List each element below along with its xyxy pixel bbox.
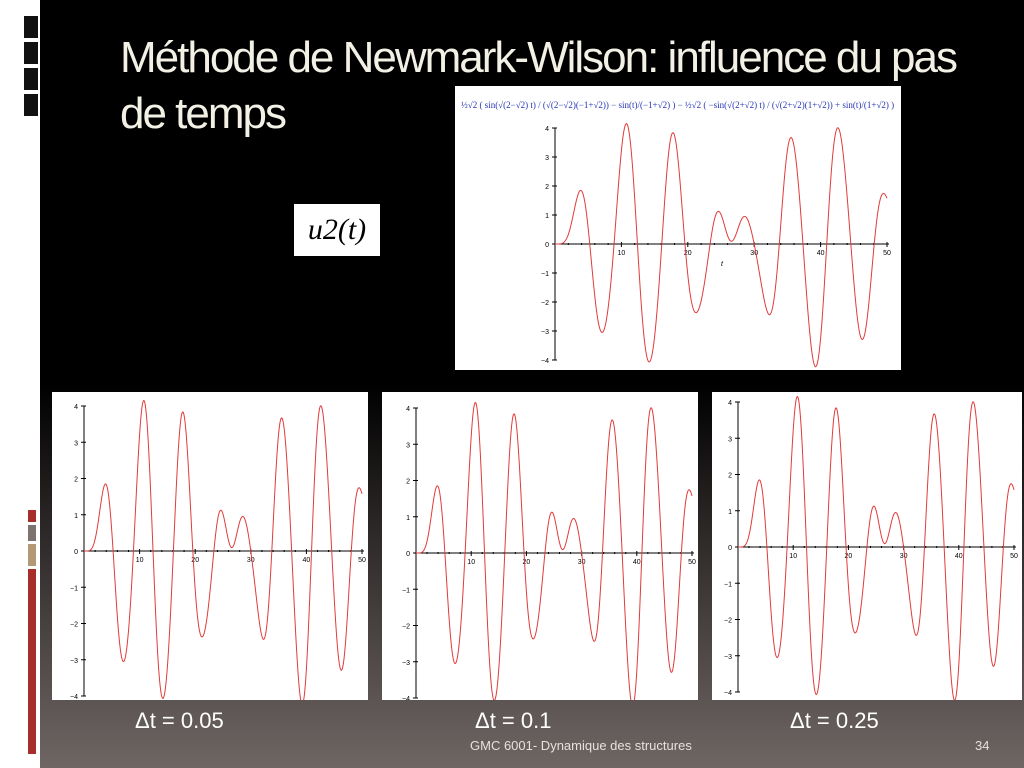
- analytic-chart: −4 −3 −2 −1 0 1 2 3 4 10 20 30 40 50 t: [541, 123, 891, 368]
- response-curve: [416, 401, 693, 707]
- x-tick-label: 10: [136, 557, 144, 564]
- y-tick-label: −2: [724, 618, 732, 625]
- y-tick-label: −4: [724, 690, 732, 697]
- y-tick-label: −2: [70, 622, 78, 629]
- y-tick-label: 0: [74, 549, 78, 556]
- plot-dt-01: −4 −3 −2 −1 0 1 2 3 4 10 20 30 40 50: [382, 392, 698, 707]
- y-tick-label: 1: [406, 515, 410, 522]
- footer-page-number: 34: [975, 738, 990, 753]
- response-curve: [738, 395, 1015, 701]
- chart-dt-025: −4 −3 −2 −1 0 1 2 3 4 10 20 30 40 50: [724, 395, 1018, 701]
- y-tick-label: 1: [74, 513, 78, 520]
- y-tick-label: 4: [74, 404, 78, 411]
- slide-thumbnails-icon: [24, 16, 38, 116]
- y-tick-label: −1: [724, 581, 732, 588]
- y-tick-label: 4: [728, 400, 732, 407]
- y-tick-label: 4: [545, 126, 549, 133]
- y-tick-label: 3: [545, 155, 549, 162]
- x-tick-label: 50: [883, 250, 891, 257]
- y-tick-label: −3: [402, 660, 410, 667]
- y-tick-label: −3: [724, 654, 732, 661]
- slide-title: Méthode de Newmark-Wilson: influence du …: [120, 33, 958, 138]
- caption-dt-005: Δt = 0.05: [135, 708, 224, 733]
- x-tick-label: 20: [684, 250, 692, 257]
- x-tick-label: 30: [578, 559, 586, 566]
- formula-text: ½√2 ( sin(√(2−√2) t) / (√(2−√2)(−1+√2)) …: [461, 100, 895, 110]
- x-tick-label: 50: [358, 557, 366, 564]
- footer-course: GMC 6001- Dynamique des structures: [470, 738, 692, 753]
- y-tick-label: 0: [728, 545, 732, 552]
- y-tick-label: 1: [728, 509, 732, 516]
- analytic-plot: ½√2 ( sin(√(2−√2) t) / (√(2−√2)(−1+√2)) …: [455, 86, 901, 370]
- y-tick-label: 0: [406, 551, 410, 558]
- x-tick-label: 40: [633, 559, 641, 566]
- response-curve: [555, 123, 888, 368]
- plot-dt-005: −4 −3 −2 −1 0 1 2 3 4 10 20 30 40 50: [52, 392, 368, 705]
- y-tick-label: 1: [545, 213, 549, 220]
- x-tick-label: 40: [955, 553, 963, 560]
- x-tick-label: 20: [191, 557, 199, 564]
- x-tick-label: 10: [467, 559, 475, 566]
- y-tick-label: 3: [406, 442, 410, 449]
- x-tick-label: 40: [303, 557, 311, 564]
- plot-dt-025: −4 −3 −2 −1 0 1 2 3 4 10 20 30 40 50: [712, 392, 1022, 701]
- caption-dt-01: Δt = 0.1: [475, 708, 552, 733]
- y-tick-label: 4: [406, 406, 410, 413]
- y-tick-label: −2: [402, 624, 410, 631]
- formula-label: u2(t): [294, 204, 380, 256]
- y-tick-label: −1: [541, 271, 549, 278]
- caption-dt-025: Δt = 0.25: [790, 708, 879, 733]
- x-tick-label: 10: [789, 553, 797, 560]
- y-tick-label: −4: [70, 694, 78, 700]
- x-tick-label: 10: [618, 250, 626, 257]
- chart-dt-005: −4 −3 −2 −1 0 1 2 3 4 10 20 30 40 50: [70, 399, 366, 705]
- y-tick-label: −3: [70, 658, 78, 665]
- chart-dt-01: −4 −3 −2 −1 0 1 2 3 4 10 20 30 40 50: [402, 401, 696, 707]
- y-tick-label: −4: [402, 696, 410, 700]
- y-tick-label: −3: [541, 329, 549, 336]
- y-tick-label: 2: [74, 477, 78, 484]
- y-tick-label: −4: [541, 358, 549, 365]
- x-axis-label: t: [721, 261, 724, 268]
- y-tick-label: 3: [74, 440, 78, 447]
- x-tick-label: 30: [247, 557, 255, 564]
- x-tick-label: 20: [845, 553, 853, 560]
- x-tick-label: 50: [1010, 553, 1018, 560]
- decorative-bars: [28, 510, 40, 757]
- x-tick-label: 20: [523, 559, 531, 566]
- y-tick-label: −2: [541, 300, 549, 307]
- response-curve: [84, 399, 363, 705]
- x-tick-label: 40: [817, 250, 825, 257]
- y-tick-label: 3: [728, 436, 732, 443]
- x-tick-label: 30: [750, 250, 758, 257]
- y-tick-label: −1: [70, 585, 78, 592]
- x-tick-label: 50: [688, 559, 696, 566]
- y-tick-label: 2: [406, 479, 410, 486]
- x-tick-label: 30: [900, 553, 908, 560]
- y-tick-label: −1: [402, 587, 410, 594]
- y-tick-label: 0: [545, 242, 549, 249]
- y-tick-label: 2: [728, 473, 732, 480]
- y-tick-label: 2: [545, 184, 549, 191]
